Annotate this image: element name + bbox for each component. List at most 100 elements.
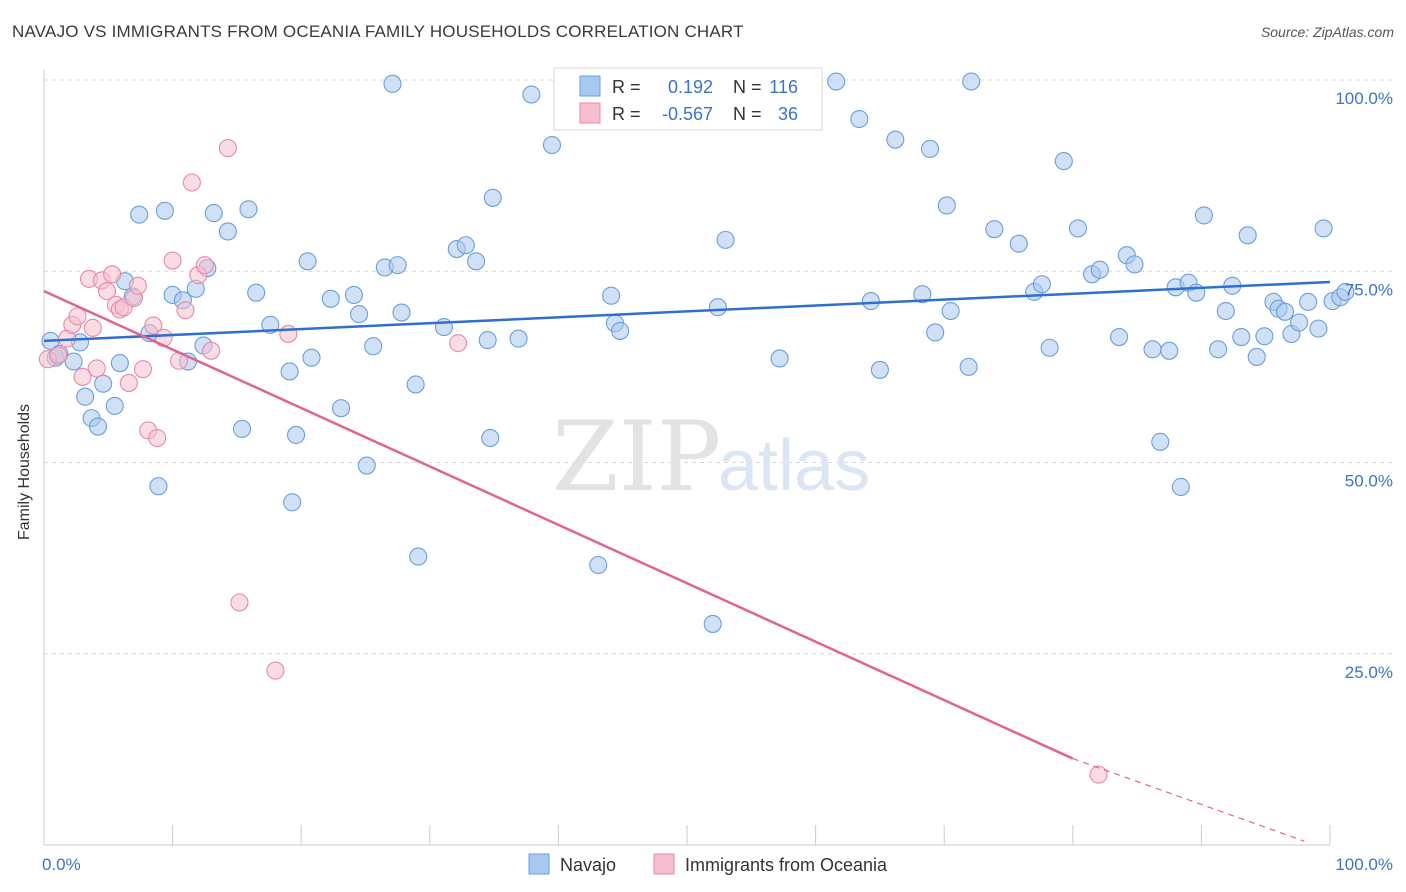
x-tick-label-max: 100.0% <box>1335 855 1393 874</box>
watermark-atlas: atlas <box>718 426 870 506</box>
navajo-point <box>456 236 475 255</box>
navajo-point <box>149 477 168 496</box>
navajo-point <box>64 352 83 371</box>
x-axis-ticks <box>43 825 1331 845</box>
oceania-point <box>148 428 167 448</box>
navajo-point <box>483 188 502 207</box>
stats-legend-r-value-1: 0.192 <box>668 77 713 97</box>
oceania-point <box>128 276 147 295</box>
legend-navajo-swatch <box>528 853 550 875</box>
oceania-point <box>279 324 298 344</box>
navajo-point <box>261 315 280 334</box>
oceania-point <box>202 341 221 360</box>
oceania-point <box>218 139 237 158</box>
navajo-point <box>155 201 174 220</box>
navajo-trend-line <box>43 280 1331 343</box>
navajo-point <box>1309 319 1328 338</box>
navajo-point <box>1009 234 1028 253</box>
navajo-point <box>861 292 880 311</box>
oceania-point <box>1089 765 1108 784</box>
chart-title: NAVAJO VS IMMIGRANTS FROM OCEANIA FAMILY… <box>12 22 744 41</box>
navajo-point <box>1068 219 1087 238</box>
navajo-point <box>204 204 223 223</box>
navajo-point <box>247 283 266 302</box>
navajo-point <box>1247 347 1266 366</box>
navajo-point <box>1054 152 1073 171</box>
navajo-point <box>76 387 95 406</box>
navajo-point <box>1336 282 1355 301</box>
navajo-point <box>589 555 608 575</box>
y-tick-label: 75.0% <box>1345 280 1393 299</box>
oceania-point <box>230 593 249 612</box>
gridlines <box>44 79 1395 655</box>
navajo-point <box>344 285 363 305</box>
oceania-point <box>83 318 102 337</box>
navajo-point <box>913 285 932 304</box>
navajo-point <box>886 130 905 149</box>
navajo-point <box>770 349 789 368</box>
navajo-point <box>1110 327 1129 347</box>
navajo-point <box>1160 341 1179 360</box>
navajo-point <box>1314 219 1333 238</box>
navajo-point <box>1299 292 1318 311</box>
y-tick-label: 100.0% <box>1335 89 1393 108</box>
navajo-point <box>1040 338 1059 357</box>
bottom-legend: Navajo Immigrants from Oceania <box>528 853 888 875</box>
navajo-point <box>926 323 945 342</box>
navajo-point <box>522 85 541 104</box>
navajo-point <box>509 329 528 348</box>
navajo-point <box>941 301 960 321</box>
stats-legend-n-label-1: N = <box>733 77 762 97</box>
oceania-point <box>195 256 214 275</box>
navajo-point <box>283 493 302 512</box>
navajo-point <box>130 205 149 224</box>
navajo-point <box>602 286 621 305</box>
stats-legend-n-label-2: N = <box>733 104 762 124</box>
navajo-point <box>388 256 407 275</box>
navajo-point <box>481 428 500 448</box>
oceania-point <box>163 251 182 270</box>
oceania-trend-line <box>43 290 1074 760</box>
oceania-point <box>49 346 68 365</box>
oceania-point <box>87 359 106 378</box>
navajo-point <box>232 419 252 438</box>
navajo-point <box>1090 260 1109 279</box>
watermark-zip: ZIP <box>552 401 721 513</box>
navajo-point <box>921 139 940 158</box>
y-tick-label: 50.0% <box>1345 472 1393 491</box>
legend-navajo-label: Navajo <box>560 855 616 875</box>
series-oceania-points <box>38 139 1108 784</box>
navajo-point <box>218 222 237 241</box>
navajo-point <box>959 357 978 376</box>
navajo-point <box>611 321 630 340</box>
navajo-point <box>985 220 1004 239</box>
navajo-point <box>827 72 846 91</box>
navajo-point <box>1216 301 1235 321</box>
navajo-point <box>478 331 497 350</box>
navajo-point <box>1255 327 1274 346</box>
oceania-point <box>176 301 195 320</box>
navajo-point <box>1275 302 1295 321</box>
navajo-point <box>542 135 562 155</box>
navajo-point <box>287 425 306 445</box>
navajo-point <box>239 200 258 219</box>
oceania-point <box>182 173 201 192</box>
navajo-point <box>1232 327 1251 347</box>
navajo-point <box>1290 313 1309 332</box>
navajo-point <box>962 72 981 91</box>
navajo-point <box>298 252 317 271</box>
navajo-point <box>383 74 402 93</box>
navajo-point <box>708 298 727 317</box>
navajo-point <box>1032 275 1051 294</box>
navajo-point <box>703 614 722 633</box>
oceania-point <box>103 265 122 284</box>
stats-legend-r-label-1: R = <box>612 77 641 97</box>
y-tick-labels: 100.0% 75.0% 50.0% 25.0% <box>1335 89 1393 682</box>
navajo-point <box>716 230 735 249</box>
navajo-point <box>850 109 869 129</box>
navajo-point <box>110 353 129 373</box>
navajo-point <box>332 399 351 418</box>
stats-legend-n-value-1: 116 <box>769 77 798 97</box>
navajo-point <box>1209 340 1228 359</box>
legend-oceania-swatch <box>653 853 675 875</box>
